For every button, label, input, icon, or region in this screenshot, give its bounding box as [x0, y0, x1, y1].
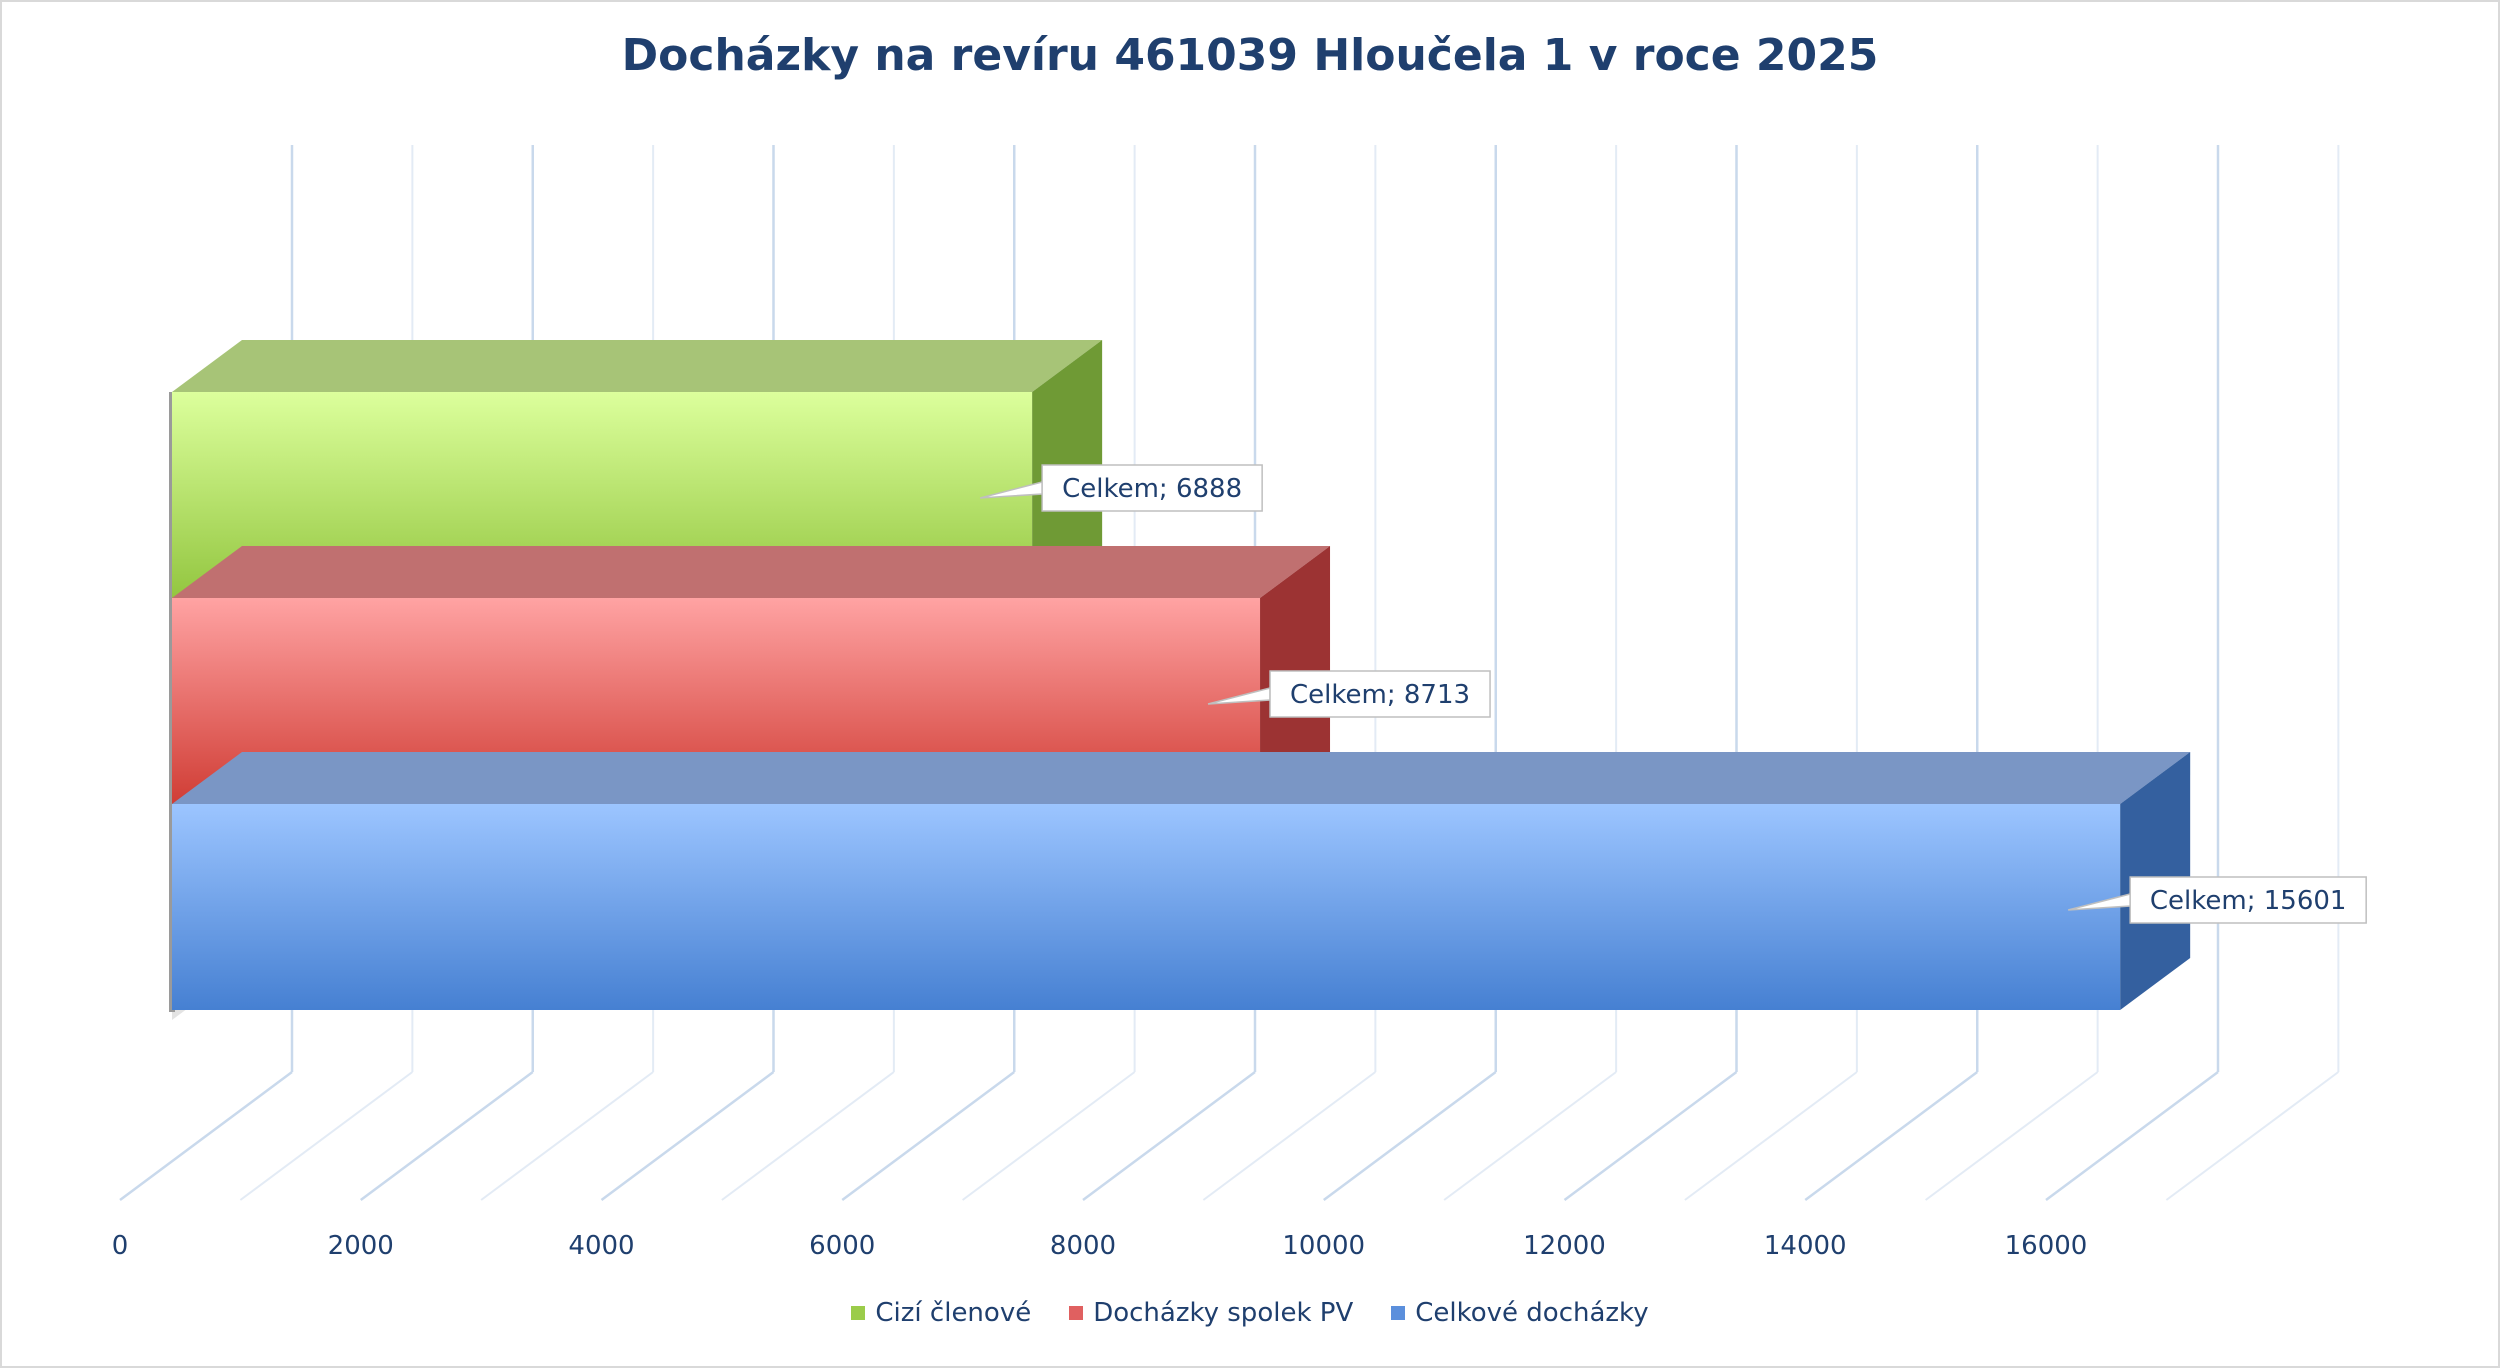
grid-floor-line [1082, 1070, 1256, 1202]
bar [172, 804, 2121, 1010]
legend-item: Celkové docházky [1391, 1298, 1649, 1328]
x-tick-label: 14000 [1764, 1231, 1847, 1261]
legend-swatch [1069, 1306, 1084, 1320]
data-labels: Celkem; 6888 Celkem; 8713 Celkem; 15601 [979, 464, 2367, 924]
label-box [2129, 876, 2367, 924]
grid-floor-line [360, 1070, 534, 1202]
grid-floor-line [1804, 1070, 1978, 1202]
x-axis-ticks: 0 2000 4000 6000 8000 10000 12000 14000 16000 [112, 1231, 2088, 1261]
grid-floor-line [480, 1071, 654, 1201]
data-label: Celkem; 6888 [1062, 474, 1242, 504]
x-tick-label: 12000 [1523, 1231, 1606, 1261]
grid-floor-line [2045, 1070, 2219, 1202]
legend-item: Cizí členové [851, 1298, 1031, 1328]
grid-floor-line [1323, 1070, 1497, 1202]
grid-floor-line [1925, 1071, 2099, 1201]
x-tick-label: 6000 [809, 1231, 875, 1261]
x-tick-label: 16000 [2005, 1231, 2088, 1261]
data-label: Celkem; 15601 [2150, 886, 2347, 916]
legend-label: Celkové docházky [1415, 1298, 1649, 1328]
grid-floor-line [962, 1071, 1136, 1201]
x-tick-label: 0 [112, 1231, 129, 1261]
legend: Cizí členové Docházky spolek PV Celkové do… [0, 1298, 2500, 1328]
x-tick-label: 10000 [1282, 1231, 1365, 1261]
grid-floor-line [1202, 1071, 1376, 1201]
grid-floor-line [721, 1071, 895, 1201]
bar-top [172, 546, 1331, 598]
legend-label: Docházky spolek PV [1093, 1298, 1354, 1328]
x-tick-label: 2000 [328, 1231, 394, 1261]
chart-title: Docházky na revíru 461039 Hloučela 1 v r… [621, 30, 1879, 81]
x-tick-label: 8000 [1050, 1231, 1116, 1261]
legend-label: Cizí členové [875, 1298, 1032, 1328]
grid-floor-line [1443, 1071, 1617, 1201]
label-box [1269, 670, 1491, 718]
grid-floor-line [1563, 1070, 1738, 1202]
grid-floor-line [600, 1070, 775, 1202]
grid-floor-line [239, 1071, 413, 1201]
grid-floor-line [2165, 1071, 2339, 1201]
legend-swatch [851, 1306, 866, 1320]
x-tick-label: 4000 [568, 1231, 634, 1261]
grid-floor-line [119, 1070, 293, 1202]
legend-item: Docházky spolek PV [1069, 1298, 1353, 1328]
bars [172, 340, 2191, 1010]
grid-floor-line [841, 1070, 1015, 1202]
grid-floor-line [1684, 1071, 1858, 1201]
data-label: Celkem; 8713 [1290, 680, 1470, 710]
label-box [1041, 464, 1263, 512]
bar-top [172, 340, 1103, 392]
legend-swatch [1391, 1306, 1406, 1320]
bar-top [172, 752, 2191, 804]
